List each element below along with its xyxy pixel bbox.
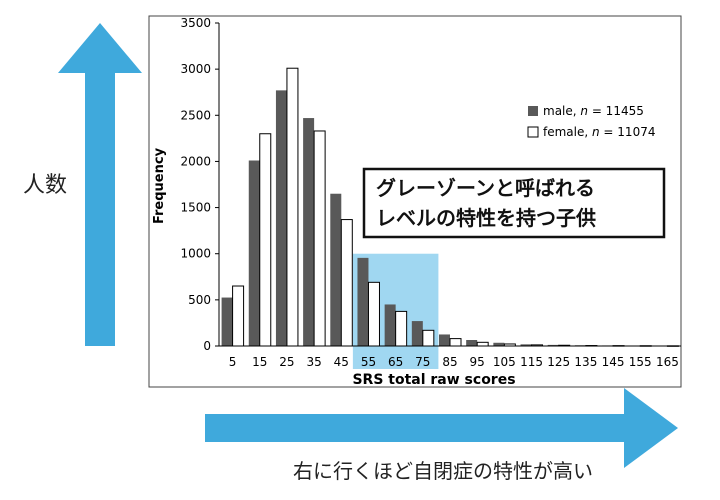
x-tick-label-145: 145 [602,355,625,369]
bar-male-85 [439,334,450,346]
y-tick-label-1500: 1500 [180,201,211,215]
up-arrow-shaft [85,70,115,346]
y-tick-label-2000: 2000 [180,154,211,168]
right-arrow-head [624,388,678,468]
legend-label-male: male, n = 11455 [543,104,644,118]
y-tick-label-3500: 3500 [180,16,211,30]
bar-male-5 [221,297,233,346]
x-tick-label-105: 105 [493,355,516,369]
bar-male-115 [520,344,532,346]
bar-male-105 [493,342,505,346]
gray-zone-callout: グレーゾーンと呼ばれる レベルの特性を持つ子供 [362,167,666,239]
x-tick-label-115: 115 [520,355,543,369]
right-arrow [205,388,678,468]
x-tick-label-75: 75 [415,355,430,369]
bar-female-15 [259,133,272,347]
x-tick-label-155: 155 [629,355,652,369]
right-arrow-shaft [205,414,629,442]
bar-female-85 [449,338,462,347]
x-tick-label-95: 95 [470,355,485,369]
y-side-label: 人数 [23,173,67,198]
bar-male-65 [384,304,396,346]
x-tick-label-5: 5 [229,355,237,369]
callout-line-1: グレーゾーンと呼ばれる [376,176,595,200]
x-tick-label-15: 15 [252,355,267,369]
x-tick-label-35: 35 [306,355,321,369]
callout-box [362,167,666,239]
bar-female-45 [340,219,353,347]
x-tick-label-45: 45 [334,355,349,369]
x-axis-title: SRS total raw scores [352,372,515,388]
x-bottom-caption: 右に行くほど自閉症の特性が高い [293,459,593,483]
y-tick-label-1000: 1000 [180,247,211,261]
bar-male-45 [330,193,342,346]
legend-swatch-male [528,106,538,116]
bar-male-95 [466,340,478,346]
bar-male-55 [357,257,369,346]
x-tick-label-25: 25 [279,355,294,369]
callout-line-2: レベルの特性を持つ子供 [376,206,596,230]
up-arrow-head [58,23,142,73]
bar-female-25 [286,67,299,347]
bar-female-65 [395,310,408,347]
bar-female-95 [476,341,489,347]
bar-female-55 [367,281,380,347]
x-tick-label-135: 135 [574,355,597,369]
legend-swatch-female [527,126,539,138]
x-tick-label-85: 85 [442,355,457,369]
bar-male-125 [547,344,559,346]
y-tick-label-3000: 3000 [180,62,211,76]
bar-male-75 [411,321,423,346]
legend: male, n = 11455 female, n = 11074 [527,104,655,139]
y-axis-title: Frequency [152,147,167,224]
y-tick-label-500: 500 [188,293,211,307]
bar-female-75 [422,329,435,347]
bar-female-5 [232,285,245,347]
bar-male-35 [303,118,315,346]
x-tick-label-125: 125 [547,355,570,369]
legend-label-female: female, n = 11074 [543,125,655,139]
x-tick-label-165: 165 [656,355,679,369]
bar-male-15 [248,160,260,346]
bar-male-25 [275,90,287,347]
x-tick-label-55: 55 [361,355,376,369]
y-tick-label-0: 0 [203,339,211,353]
up-arrow [58,23,142,346]
x-tick-label-65: 65 [388,355,403,369]
axes-group: 5 15 25 35 45 55 65 75 85 95 105 115 125 135 145 155 165… [180,16,681,369]
bar-female-35 [313,130,326,347]
y-tick-label-2500: 2500 [180,108,211,122]
